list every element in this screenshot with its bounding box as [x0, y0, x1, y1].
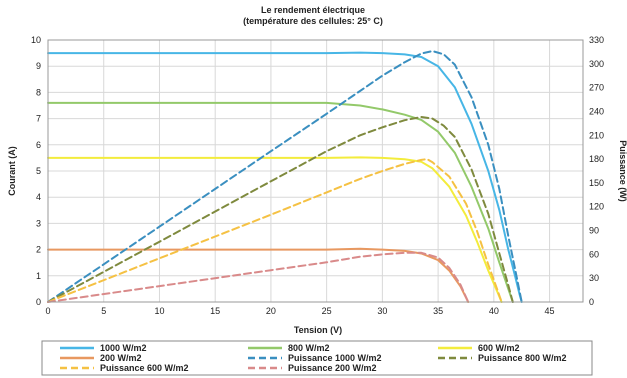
y-tick-label: 2: [36, 245, 41, 255]
y2-tick-label: 0: [589, 297, 594, 307]
series-line-7: [47, 251, 470, 303]
y2-tick-label: 90: [589, 226, 599, 236]
y2-tick-label: 330: [589, 35, 604, 45]
y2-tick-label: 60: [589, 249, 599, 259]
legend-box: [41, 340, 593, 376]
series-line-3: [47, 247, 470, 303]
y2-tick-label: 30: [589, 273, 599, 283]
chart-subtitle: (température des cellules: 25° C): [243, 16, 383, 26]
x-tick-label: 20: [266, 306, 276, 316]
series-line-2: [47, 156, 503, 303]
series-line-1: [47, 101, 514, 303]
series-line-5: [47, 116, 514, 303]
y2-tick-label: 300: [589, 59, 604, 69]
x-tick-label: 30: [377, 306, 387, 316]
legend-label-3: 200 W/m2: [100, 353, 142, 363]
legend-label-6: Puissance 600 W/m2: [100, 363, 189, 373]
y-tick-label: 8: [36, 87, 41, 97]
legend-label-7: Puissance 200 W/m2: [288, 363, 377, 373]
y-tick-label: 1: [36, 271, 41, 281]
chart-title: Le rendement électrique: [261, 5, 365, 15]
y2-tick-label: 180: [589, 154, 604, 164]
y-tick-label: 6: [36, 140, 41, 150]
x-tick-label: 25: [322, 306, 332, 316]
x-tick-label: 15: [210, 306, 220, 316]
y2-tick-label: 120: [589, 202, 604, 212]
x-tick-label: 40: [489, 306, 499, 316]
legend-label-4: Puissance 1000 W/m2: [288, 353, 382, 363]
y-tick-label: 7: [36, 114, 41, 124]
legend-label-1: 800 W/m2: [288, 343, 330, 353]
x-axis-label: Tension (V): [294, 325, 342, 335]
plot-frame: [47, 39, 584, 303]
grid: [47, 39, 583, 303]
series-line-4: [47, 50, 523, 303]
x-tick-label: 10: [154, 306, 164, 316]
series-line-0: [47, 51, 523, 303]
y-tick-label: 0: [36, 297, 41, 307]
y-tick-label: 10: [31, 35, 41, 45]
y2-tick-label: 270: [589, 83, 604, 93]
x-tick-label: 5: [101, 306, 106, 316]
y-tick-label: 5: [36, 166, 41, 176]
y2-tick-label: 210: [589, 130, 604, 140]
series-lines: [47, 50, 523, 303]
series-line-6: [47, 158, 503, 303]
x-axis-ticks: 0 5 10 15 20 25 30 35 40 45: [45, 306, 554, 316]
y-tick-label: 3: [36, 218, 41, 228]
legend-label-0: 1000 W/m2: [100, 343, 147, 353]
legend-label-5: Puissance 800 W/m2: [478, 353, 567, 363]
y-tick-label: 4: [36, 192, 41, 202]
x-tick-label: 35: [433, 306, 443, 316]
y2-tick-label: 240: [589, 106, 604, 116]
y-axis-label: Courant (A): [7, 146, 17, 196]
y2-axis-label: Puissance (W): [618, 140, 627, 202]
legend-label-2: 600 W/m2: [478, 343, 520, 353]
x-tick-label: 45: [545, 306, 555, 316]
x-tick-label: 0: [45, 306, 50, 316]
y2-tick-label: 150: [589, 178, 604, 188]
y-axis-ticks: 0 1 2 3 4 5 6 7 8 9 10: [31, 35, 41, 307]
y-tick-label: 9: [36, 61, 41, 71]
y2-axis-ticks: 0 30 60 90 120 150 180 210 240 270 300 330: [589, 35, 604, 307]
